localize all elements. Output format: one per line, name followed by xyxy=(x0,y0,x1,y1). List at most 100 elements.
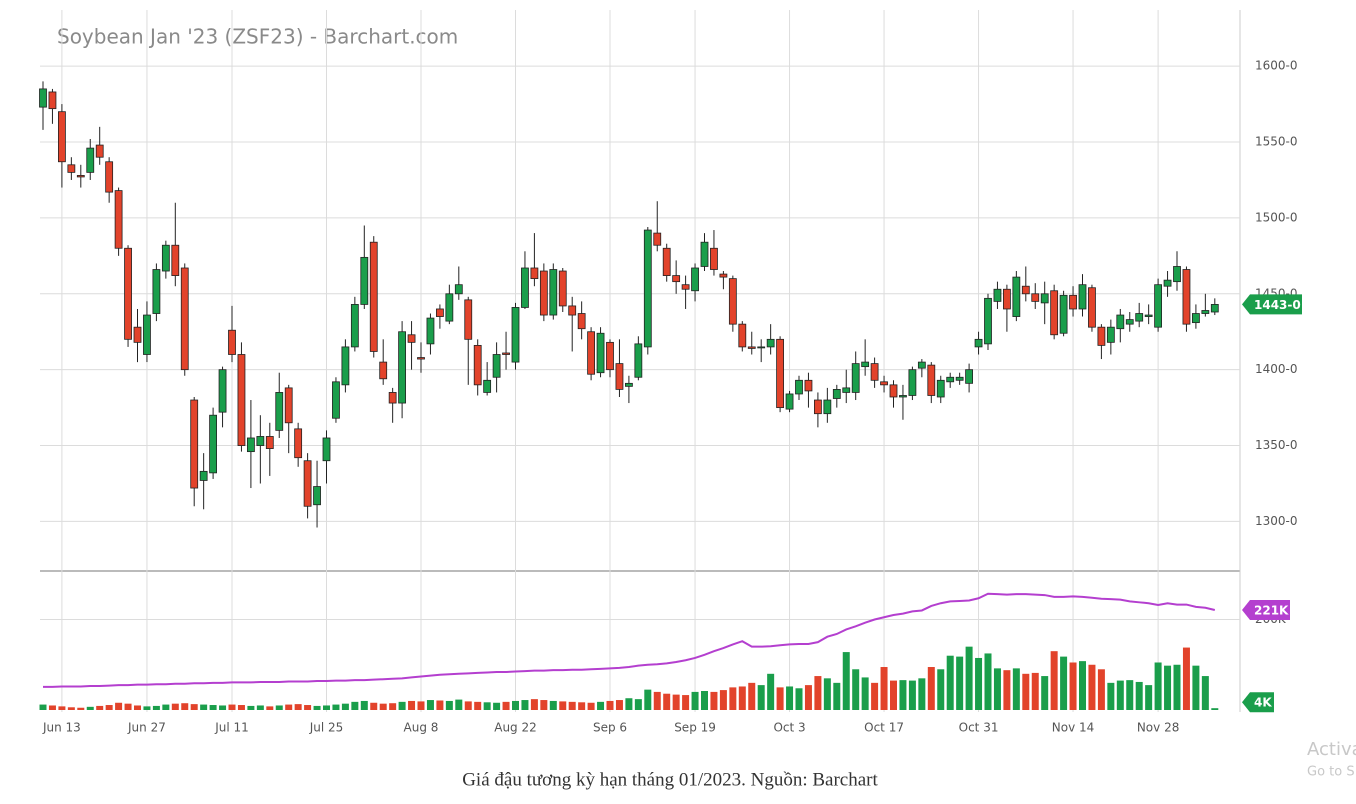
candle-body xyxy=(483,379,492,393)
volume-bar xyxy=(823,678,831,710)
candle-body xyxy=(539,270,548,316)
volume-bar xyxy=(332,704,340,710)
candle-body xyxy=(1192,313,1200,324)
candle-body xyxy=(1031,293,1040,302)
candle-body xyxy=(596,332,605,374)
volume-bar xyxy=(275,705,283,710)
volume-bar xyxy=(143,706,151,710)
candle-body xyxy=(1069,294,1077,310)
candle-body xyxy=(199,470,208,481)
candle-body xyxy=(814,399,822,415)
volume-bar xyxy=(105,705,113,710)
candle-body xyxy=(946,376,955,383)
volume-bar xyxy=(615,700,623,710)
candle-body xyxy=(785,393,794,410)
volume-bar xyxy=(200,704,208,710)
candle-body xyxy=(899,395,907,398)
candle-body xyxy=(398,331,407,404)
volume-bar xyxy=(77,707,85,710)
volume-bar xyxy=(786,686,794,710)
volume-bar xyxy=(719,690,727,710)
candle-body xyxy=(908,369,917,396)
candle-body xyxy=(313,486,321,506)
volume-bar xyxy=(899,680,907,710)
candle-body xyxy=(606,341,614,371)
candle-body xyxy=(1154,284,1162,328)
volume-bar xyxy=(247,705,255,710)
x-tick-label: Nov 14 xyxy=(1052,721,1095,735)
candle-body xyxy=(1173,266,1181,283)
volume-bar xyxy=(634,699,642,710)
volume-bar xyxy=(48,705,56,710)
candle-body xyxy=(1040,293,1049,304)
candle-body xyxy=(710,247,718,270)
last-value-label: 4K xyxy=(1254,696,1272,710)
y-tick-label: 1350-0 xyxy=(1255,438,1298,452)
watermark: Activa xyxy=(1307,739,1356,760)
candle-body xyxy=(237,354,246,446)
volume-bar xyxy=(1107,682,1115,710)
candle-body xyxy=(1012,276,1021,317)
volume-bar xyxy=(1022,673,1030,710)
candle-body xyxy=(275,392,284,431)
volume-bar xyxy=(644,689,652,710)
volume-bar xyxy=(1050,651,1058,710)
volume-bar xyxy=(606,700,614,710)
volume-bar xyxy=(984,653,992,710)
volume-bar xyxy=(323,705,330,710)
candle-body xyxy=(161,244,170,272)
volume-bar xyxy=(341,703,349,710)
candle-body xyxy=(1182,269,1191,325)
volume-bar xyxy=(445,700,453,710)
volume-bar xyxy=(757,685,765,710)
candle-body xyxy=(105,161,114,193)
candle-body xyxy=(558,270,567,307)
volume-bar xyxy=(67,707,75,710)
candle-body xyxy=(246,437,255,453)
chart-title: Soybean Jan '23 (ZSF23) - Barchart.com xyxy=(57,25,458,49)
volume-bar xyxy=(58,706,66,710)
volume-bar xyxy=(86,706,94,710)
candle-body xyxy=(842,387,851,393)
candle-body xyxy=(124,247,132,340)
candle-body xyxy=(936,379,945,398)
candle-body xyxy=(322,437,331,462)
volume-bar xyxy=(682,695,690,710)
volume-bar xyxy=(474,701,482,710)
candle-body xyxy=(218,369,227,413)
candle-body xyxy=(549,269,558,316)
candle-body xyxy=(691,267,699,292)
volume-bar xyxy=(1097,669,1105,710)
volume-bar xyxy=(152,705,160,710)
candle-body xyxy=(209,414,218,474)
volume-bar xyxy=(370,702,378,710)
volume-bar xyxy=(861,677,869,710)
volume-bar xyxy=(1069,662,1077,710)
volume-bar xyxy=(134,705,141,710)
candle-body xyxy=(388,392,397,404)
candle-body xyxy=(804,379,813,392)
candle-body xyxy=(369,241,378,352)
x-tick-label: Jun 13 xyxy=(42,721,81,735)
volume-bar xyxy=(1135,681,1143,710)
x-tick-label: Oct 31 xyxy=(959,721,999,735)
candle-body xyxy=(587,331,595,375)
volume-bar xyxy=(379,703,387,710)
volume-bar xyxy=(256,705,264,710)
candle-body xyxy=(350,304,359,348)
volume-bar xyxy=(767,673,775,710)
volume-bar xyxy=(918,678,926,710)
candle-body xyxy=(511,307,520,363)
last-value-badge xyxy=(1242,692,1274,713)
volume-bar xyxy=(96,705,104,710)
volume-bar xyxy=(890,680,897,710)
candle-body xyxy=(1135,313,1144,322)
candle-body xyxy=(360,256,369,305)
candle-body xyxy=(1210,304,1219,313)
candle-body xyxy=(426,317,435,345)
volume-bar xyxy=(1164,665,1172,710)
volume-bar xyxy=(587,702,595,710)
candle-body xyxy=(823,399,832,415)
x-tick-label: Aug 8 xyxy=(404,721,439,735)
